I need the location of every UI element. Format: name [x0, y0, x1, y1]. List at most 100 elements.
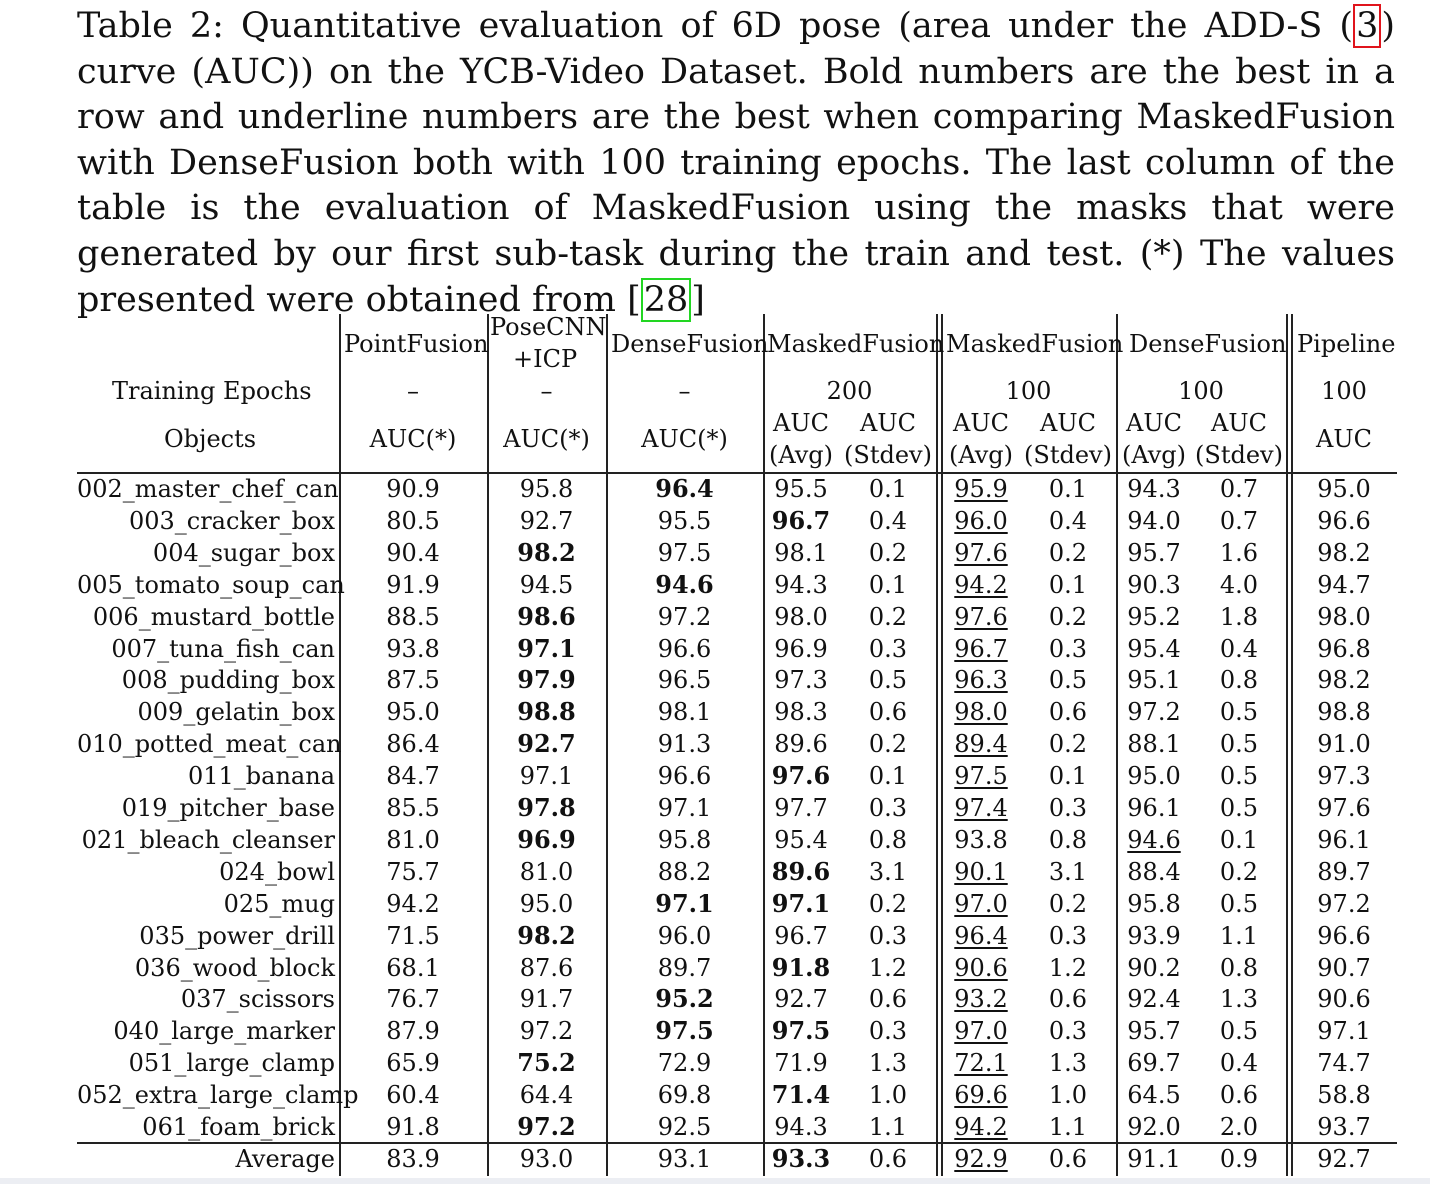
underlined-value: 97.0: [954, 1017, 1008, 1046]
table-cell: 97.5: [657, 538, 712, 567]
table-cell: 94.3: [774, 1113, 828, 1141]
table-cell: 89.6: [774, 730, 828, 759]
table-cell: 94.5: [519, 570, 574, 599]
table-cell: 90.1: [942, 857, 1020, 887]
table-cell: 96.8: [1317, 634, 1371, 663]
table-cell: 92.9: [942, 1144, 1020, 1174]
table-cell: 1.8: [1219, 602, 1259, 631]
col-divider: [1116, 314, 1118, 1176]
underlined-value: 94.6: [1127, 825, 1181, 854]
underlined-value: 93.2: [954, 985, 1008, 1014]
metric-auc-stdev-label: AUC: [860, 409, 916, 437]
table-cell: 87.9: [386, 1017, 440, 1046]
table-cell: 0.2: [1048, 889, 1088, 918]
table-caption: Table 2: Quantitative evaluation of 6D p…: [77, 4, 1395, 323]
table-cell: 90.2: [1127, 953, 1181, 982]
col-divider: [487, 314, 489, 1176]
table-cell: 97.4: [942, 793, 1020, 823]
table-cell: 1.3: [868, 1049, 908, 1078]
table-cell: 98.1: [774, 538, 828, 567]
table-cell: 91.1: [1127, 1145, 1181, 1173]
metric-auc-stdev-label: AUC: [1040, 409, 1096, 437]
table-cell: 92.7: [519, 506, 574, 535]
metric-auc-avg-label: AUC: [953, 409, 1009, 437]
table-cell: 0.5: [1219, 1017, 1259, 1046]
table-cell: 97.6: [1317, 794, 1371, 822]
table-cell: 93.1: [657, 1145, 712, 1173]
object-name: 035_power_drill: [139, 921, 335, 950]
table-cell: 97.9: [517, 665, 576, 695]
table-cell: 84.7: [386, 762, 440, 791]
table-cell: 0.4: [1219, 634, 1259, 663]
table-cell: 97.1: [657, 794, 712, 822]
table-cell: 95.8: [1127, 889, 1181, 918]
table-cell: 74.7: [1317, 1049, 1371, 1078]
table-cell: 0.6: [1219, 1081, 1259, 1110]
table-cell: 96.4: [942, 921, 1020, 951]
table-cell: 94.6: [655, 569, 714, 599]
table-cell: 0.8: [1048, 825, 1088, 854]
table-cell: 97.2: [519, 1017, 574, 1046]
table-cell: 0.1: [1219, 825, 1259, 854]
table-cell: 87.6: [519, 953, 574, 982]
table-cell: 1.1: [1219, 921, 1259, 950]
object-name: 025_mug: [223, 889, 335, 918]
table-cell: 71.5: [386, 921, 440, 950]
table-cell: 96.6: [657, 634, 712, 663]
table-cell: 89.4: [942, 729, 1020, 759]
table-cell: 97.5: [771, 1016, 831, 1046]
table-cell: 96.4: [655, 474, 714, 503]
table-cell: 3.1: [1048, 857, 1088, 886]
table-cell: 0.6: [1048, 698, 1088, 727]
table-cell: 98.0: [942, 697, 1020, 727]
table-cell: 96.6: [1317, 506, 1371, 535]
table-cell: 98.2: [1317, 666, 1371, 695]
table-cell: 94.3: [1127, 475, 1181, 503]
table-cell: 95.4: [1127, 634, 1181, 663]
object-name: 010_potted_meat_can: [77, 730, 342, 759]
table-cell: 94.0: [1127, 506, 1181, 535]
header-posecnn: PoseCNN: [490, 313, 607, 341]
table-cell: 90.6: [1317, 985, 1371, 1014]
table-cell: 0.3: [1048, 794, 1088, 822]
table-cell: 0.8: [868, 825, 908, 854]
underlined-value: 97.0: [954, 889, 1008, 918]
table-cell: 0.6: [868, 698, 908, 727]
col-divider: [936, 314, 938, 1176]
citation-link-3[interactable]: 3: [1353, 4, 1382, 48]
table-cell: 95.9: [942, 474, 1020, 504]
table-cell: 1.2: [868, 953, 908, 982]
object-name: 002_master_chef_can: [77, 475, 339, 503]
table-cell: 96.9: [774, 634, 828, 663]
object-name: Average: [235, 1145, 335, 1173]
table-cell: 96.1: [1317, 825, 1371, 854]
table-cell: 97.6: [942, 602, 1020, 632]
object-name: 021_bleach_cleanser: [81, 825, 335, 854]
epochs-densefusion: –: [678, 377, 691, 405]
table-cell: 0.2: [1048, 730, 1088, 759]
table-cell: 0.7: [1219, 506, 1259, 535]
table-cell: 92.7: [1317, 1145, 1371, 1173]
citation-link-28[interactable]: 28: [640, 277, 692, 322]
metric-auc-avg-label: AUC: [773, 409, 829, 437]
header-rule: [77, 472, 1397, 474]
underlined-value: 96.7: [954, 634, 1008, 663]
table-cell: 97.2: [517, 1112, 576, 1141]
table-cell: 1.1: [1048, 1113, 1088, 1141]
col-divider: [1286, 314, 1288, 1176]
metric-auc-avg-label: AUC: [1126, 409, 1182, 437]
table-cell: 97.5: [655, 1016, 714, 1046]
underlined-value: 90.1: [954, 857, 1008, 886]
table-cell: 0.6: [1048, 1145, 1088, 1173]
table-cell: 0.2: [868, 602, 908, 631]
underlined-value: 96.4: [954, 921, 1008, 950]
table-cell: 88.4: [1127, 857, 1181, 886]
table-cell: 98.0: [774, 602, 828, 631]
table-cell: 71.4: [771, 1080, 831, 1110]
table-cell: 72.1: [942, 1048, 1020, 1078]
table-cell: 89.6: [771, 856, 831, 886]
object-name: 036_wood_block: [134, 953, 335, 982]
metric-densefusion: AUC(*): [641, 425, 728, 453]
table-cell: 95.8: [519, 475, 574, 503]
table-cell: 91.3: [657, 730, 712, 759]
